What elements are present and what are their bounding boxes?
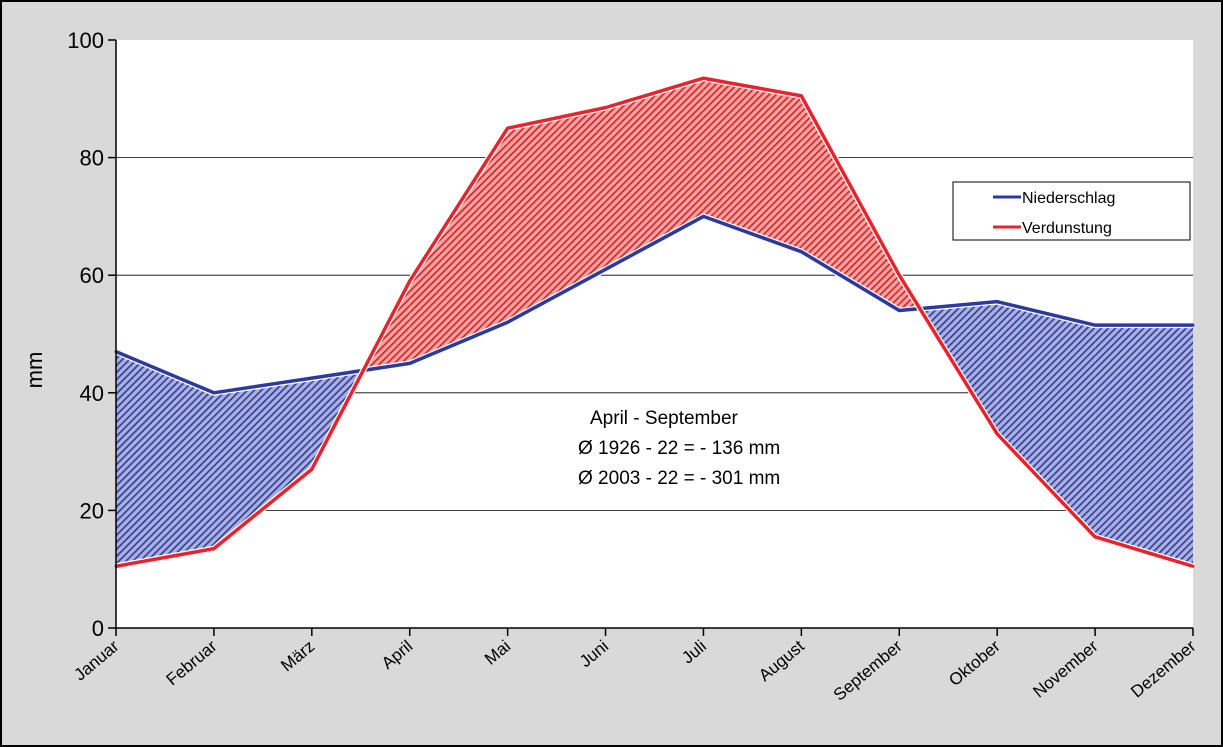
surplus-area [1095,325,1193,567]
difference-areas [116,78,1193,567]
point-verdunstung [604,106,608,110]
surplus-area [997,301,1096,537]
x-tick-label: September [830,636,906,704]
point-niederschlag [310,376,314,380]
annotation: April - September Ø 1926 - 22 = - 136 mm… [578,408,780,489]
deficit-area [801,95,900,311]
annotation-line-1: April - September [590,408,739,429]
x-tick-labels: Januar Februar März April Mai Juni Juli August S… [71,636,1200,704]
series-line-niederschlag [115,214,1193,395]
y-tick-label: 100 [67,28,104,53]
y-tick-label: 0 [92,616,104,641]
deficit-area [507,107,606,323]
x-tick-label: April [378,637,416,673]
x-tick-label: Mai [481,637,514,669]
surplus-area [213,378,312,549]
axes [108,39,1194,636]
point-verdunstung [1093,535,1097,539]
point-verdunstung [799,94,803,98]
x-tick-label: Januar [71,636,123,684]
y-tick-label: 40 [80,381,104,406]
point-niederschlag [897,308,901,312]
surplus-area [116,351,214,567]
x-tick-label: Dezember [1127,636,1200,701]
legend: Niederschlag Verdunstung [952,181,1191,241]
point-verdunstung [897,273,901,277]
data-points [114,76,1195,568]
y-tick-labels: 0 20 40 60 80 100 [67,28,104,641]
y-tick-label: 60 [80,263,104,288]
point-niederschlag [799,250,803,254]
point-verdunstung [995,432,999,436]
point-niederschlag [1093,323,1097,327]
y-axis-label: mm [22,352,47,389]
deficit-area [409,128,508,364]
point-niederschlag [1191,323,1195,327]
series-line-verdunstung [115,76,1194,568]
point-niederschlag [212,391,216,395]
point-niederschlag [701,214,705,218]
annotation-line-2: Ø 1926 - 22 = - 136 mm [578,438,780,459]
x-tick-label: August [755,636,808,685]
point-niederschlag [995,300,999,304]
point-verdunstung [506,126,510,130]
point-niederschlag [506,320,510,324]
y-tick-label: 80 [80,146,104,171]
legend-label-niederschlag: Niederschlag [1022,190,1115,207]
x-tick-label: November [1029,636,1102,701]
point-verdunstung [408,279,412,283]
series-lines [114,75,1194,570]
y-tick-label: 20 [80,498,104,523]
point-verdunstung [212,547,216,551]
point-niederschlag [408,361,412,365]
legend-label-verdunstung: Verdunstung [1022,220,1112,237]
legend-box [952,181,1191,241]
deficit-area [605,78,704,270]
point-verdunstung [1191,564,1195,568]
x-tick-label: Februar [163,636,221,689]
x-tick-label: Juli [678,637,710,668]
point-niederschlag [604,267,608,271]
deficit-area [703,78,802,252]
x-tick-label: Oktober [945,636,1004,690]
point-verdunstung [310,467,314,471]
x-tick-label: Juni [576,637,612,672]
x-tick-label: März [277,637,318,676]
point-verdunstung [701,76,705,80]
annotation-line-3: Ø 2003 - 22 = - 301 mm [578,468,780,489]
